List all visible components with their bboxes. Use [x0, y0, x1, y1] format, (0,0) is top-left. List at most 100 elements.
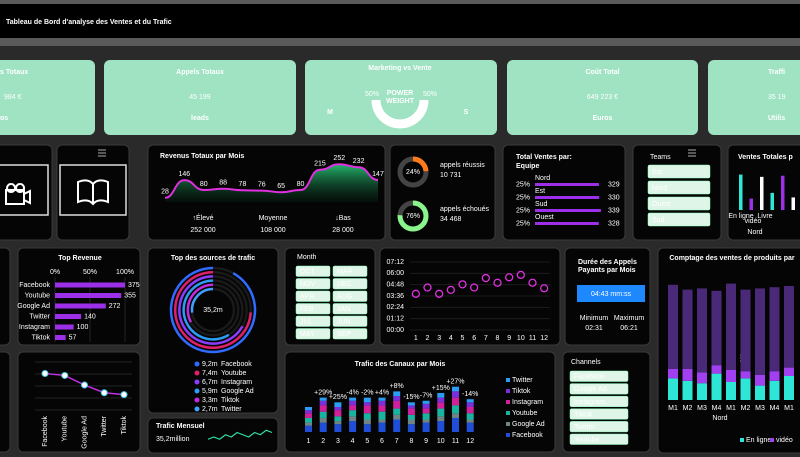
filter-icon	[688, 149, 696, 157]
y-tick-label: 06:00	[386, 270, 404, 277]
slicer-item[interactable]	[647, 196, 711, 211]
slicer-item[interactable]	[569, 433, 629, 445]
slicer-item-label[interactable]: Est	[652, 169, 662, 176]
bar-segment	[711, 290, 722, 366]
slicer-item[interactable]	[569, 408, 629, 420]
slicer-item[interactable]	[647, 212, 711, 227]
legend-label: Facebook	[221, 361, 252, 368]
chart-title: Total Ventes par:	[516, 154, 572, 161]
slicer-item[interactable]	[295, 290, 331, 302]
bar-segment	[334, 410, 342, 417]
kpi-unit: Utilis	[768, 115, 785, 122]
slicer-item[interactable]	[569, 370, 629, 382]
slicer-item-label[interactable]: NOV	[300, 281, 316, 288]
slicer-item-label[interactable]: Youtube	[574, 437, 600, 444]
card-title: Durée des Appels	[578, 259, 637, 266]
slicer-item-label[interactable]: SEP	[337, 331, 351, 338]
card-value: 04:43 mm:ss	[591, 291, 632, 298]
value-box	[577, 285, 645, 302]
slicer-item-label[interactable]: Sud	[652, 217, 665, 224]
slicer-item-label[interactable]: Ouest	[652, 201, 671, 208]
bar-segment	[726, 382, 736, 400]
dot	[540, 284, 549, 293]
slicer-item[interactable]	[332, 328, 368, 340]
slicer-item[interactable]	[332, 265, 368, 277]
x-tick-label: 10	[437, 438, 445, 445]
bar	[55, 324, 74, 330]
data-label: 330	[608, 194, 620, 201]
slicer-item[interactable]	[332, 278, 368, 290]
title-bar	[0, 4, 800, 38]
slicer-item-label[interactable]: Google Ad	[574, 386, 607, 393]
slicer-item-label[interactable]: OCT	[300, 269, 316, 276]
legend-swatch	[740, 438, 744, 442]
slicer-item-label[interactable]: Twitter	[574, 424, 595, 431]
slicer-item[interactable]	[569, 383, 629, 395]
slicer-item-label[interactable]: JUL	[300, 319, 313, 326]
slicer-item[interactable]	[295, 303, 331, 315]
slicer-item-label[interactable]: APR	[300, 294, 314, 301]
revenue-area	[165, 164, 378, 202]
bar-segment	[769, 371, 780, 381]
x-tick-label: 1	[414, 335, 418, 342]
panel	[0, 351, 11, 453]
change-label: -7%	[420, 393, 432, 400]
category-label: vidéo	[745, 218, 762, 225]
slicer-item-label[interactable]: DEC	[337, 281, 352, 288]
slicer-item-label[interactable]: MAY	[300, 331, 315, 338]
slicer-item[interactable]	[295, 265, 331, 277]
slicer-item-label[interactable]: MAR	[337, 269, 353, 276]
bar-segment	[755, 374, 765, 386]
bar-segment	[452, 417, 459, 432]
change-label: +29%	[314, 389, 332, 396]
data-label: 65	[277, 183, 285, 190]
slicer-item[interactable]	[569, 421, 629, 433]
slicer-item[interactable]	[295, 315, 331, 327]
stat-value: 108 000	[260, 227, 285, 234]
slicer-item[interactable]	[295, 328, 331, 340]
bar-segment	[305, 425, 312, 432]
bar-segment	[407, 419, 415, 425]
data-label: 76	[258, 181, 266, 188]
slicer-item-label[interactable]: Nord	[652, 185, 667, 192]
change-label: +25%	[329, 394, 347, 401]
slicer-item[interactable]	[647, 180, 711, 195]
share-label: 25%	[516, 181, 530, 188]
legend-label: Twitter	[221, 406, 242, 413]
bar-segment	[305, 407, 312, 411]
bar-segment	[422, 400, 430, 404]
slicer-item-label[interactable]: FEB	[300, 306, 314, 313]
legend-label: Instagram	[512, 399, 543, 406]
x-tick-label: 0%	[50, 269, 60, 276]
bar-segment	[466, 407, 474, 414]
slicer-title: Channels	[571, 359, 601, 366]
chart-title: Ventes Totales p	[738, 154, 793, 161]
slicer-item[interactable]	[332, 303, 368, 315]
bar-segment	[349, 416, 357, 422]
slicer-item[interactable]	[332, 290, 368, 302]
bar-segment	[305, 410, 312, 414]
legend-dot	[194, 370, 200, 376]
slicer-item-label[interactable]: JAN	[337, 306, 350, 313]
x-tick-label: 5	[461, 335, 465, 342]
y-tick-label: 01:12	[386, 316, 404, 323]
bar-segment	[349, 405, 357, 411]
dot	[481, 273, 490, 283]
bar-segment	[784, 376, 794, 400]
bar-segment	[393, 419, 401, 432]
x-tick-label: 2	[426, 335, 430, 342]
data-label: 147	[372, 171, 384, 178]
slicer-item-label[interactable]: Tiktok	[574, 411, 593, 418]
slicer-item[interactable]	[295, 278, 331, 290]
slicer-item[interactable]	[569, 395, 629, 407]
slicer-item-label[interactable]: Instagram	[574, 399, 605, 406]
stat-value: 252 000	[190, 227, 215, 234]
slicer-item-label[interactable]: AUG	[337, 294, 352, 301]
bar-segment	[682, 380, 693, 400]
bar-segment	[334, 421, 342, 425]
slicer-item-label[interactable]: Facebook	[574, 374, 605, 381]
slicer-item-label[interactable]: JUN	[337, 319, 351, 326]
slicer-item[interactable]	[332, 315, 368, 327]
slicer-item[interactable]	[647, 164, 711, 179]
